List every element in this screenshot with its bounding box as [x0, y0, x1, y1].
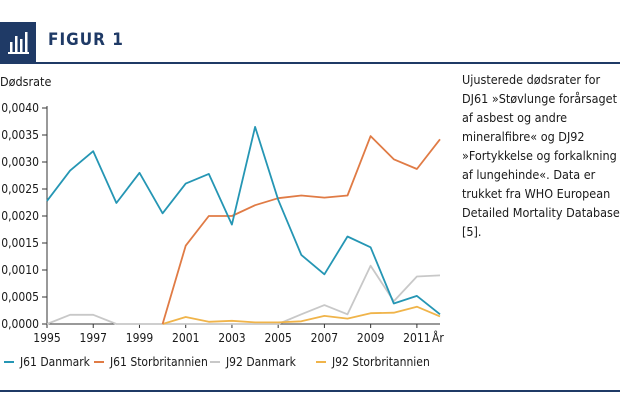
- bar-chart-icon: [0, 22, 36, 62]
- y-axis-label: Dødsrate: [0, 74, 51, 89]
- legend-label: J61 Danmark: [20, 355, 90, 369]
- series-line-j61-danmark: [46, 126, 441, 316]
- y-tick-label: 0,0000: [1, 317, 39, 331]
- line-chart: Dødsrate 0,0000 0,0005 0,0010 0,0015 0,0020 0,…: [0, 74, 444, 345]
- legend-swatch: [210, 361, 220, 363]
- series-line-j92-storbritannien: [162, 305, 441, 325]
- series-line-j92-danmark: [46, 264, 441, 325]
- legend-label: J92 Storbritannien: [332, 355, 430, 369]
- x-tick-label: 2011: [403, 331, 430, 345]
- legend-label: J61 Storbritannien: [110, 355, 208, 369]
- legend-swatch: [94, 361, 104, 363]
- x-tick-label: 1997: [80, 331, 107, 345]
- legend-swatch: [4, 361, 14, 363]
- y-tick-label: 0,0025: [1, 182, 39, 196]
- legend-label: J92 Danmark: [226, 355, 296, 369]
- series-line-j61-storbritannien: [161, 135, 441, 325]
- legend-item: J92 Storbritannien: [316, 352, 430, 372]
- y-tick-label: 0,0010: [1, 263, 39, 277]
- legend-item: J61 Danmark: [4, 352, 90, 372]
- y-tick-label: 0,0035: [1, 128, 39, 142]
- figure-caption: Ujusterede dødsrater for DJ61 »Støvlunge…: [462, 72, 620, 239]
- header-divider: [0, 62, 620, 64]
- figure-title: FIGUR 1: [48, 30, 124, 50]
- legend-item: J92 Danmark: [210, 352, 296, 372]
- chart-legend: J61 Danmark J61 Storbritannien J92 Danmark…: [0, 352, 620, 372]
- x-tick-label: 2001: [172, 331, 199, 345]
- y-tick-label: 0,0005: [1, 290, 39, 304]
- y-tick-label: 0,0030: [1, 155, 39, 169]
- x-tick-label: 2009: [357, 331, 385, 345]
- y-tick-label: 0,0020: [1, 209, 39, 223]
- y-tick-label: 0,0015: [1, 236, 39, 250]
- x-tick-label: 1999: [126, 331, 154, 345]
- legend-swatch: [316, 361, 326, 363]
- bottom-divider: [0, 390, 620, 392]
- x-axis-label: År: [432, 330, 444, 345]
- x-tick-label: 2007: [311, 331, 338, 345]
- legend-item: J61 Storbritannien: [94, 352, 208, 372]
- x-tick-label: 2005: [264, 331, 291, 345]
- x-tick-label: 1995: [33, 331, 60, 345]
- y-tick-label: 0,0040: [1, 101, 39, 115]
- x-tick-label: 2003: [218, 331, 245, 345]
- figure-header: FIGUR 1: [0, 0, 620, 64]
